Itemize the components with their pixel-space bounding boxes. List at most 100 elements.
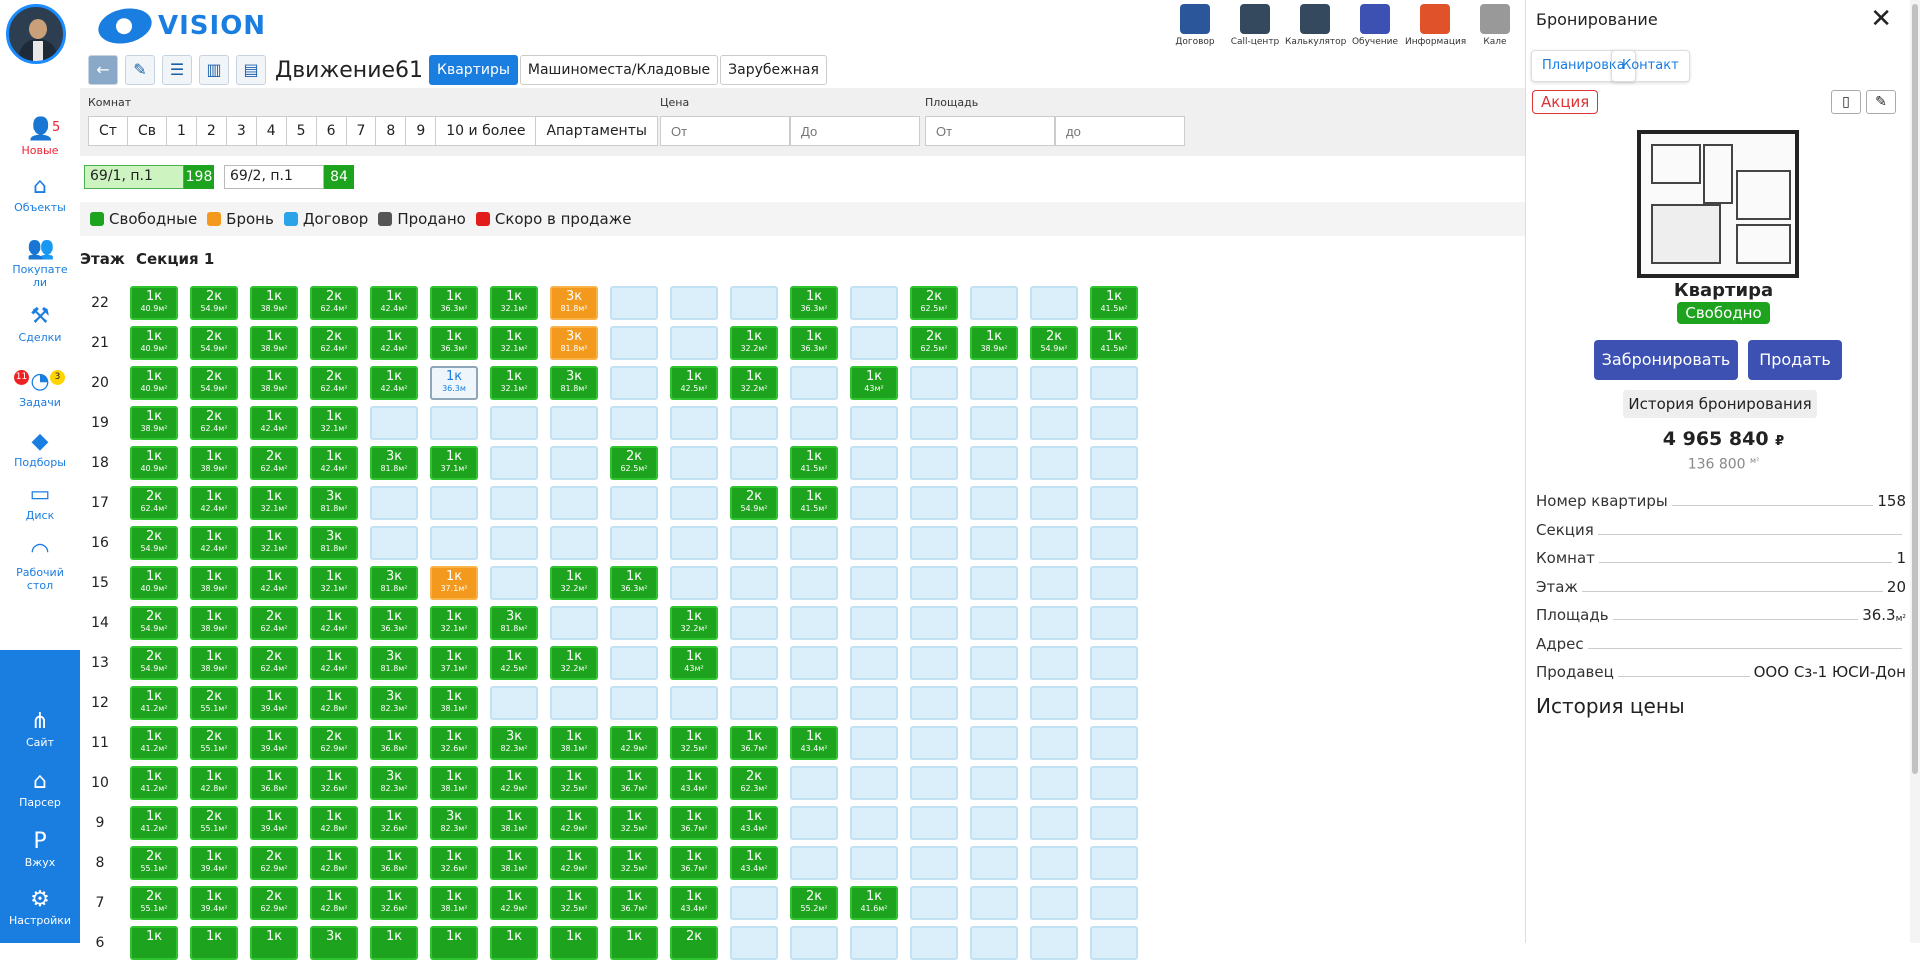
apartment-cell[interactable]: 1к 38.9м² <box>190 566 238 600</box>
apartment-cell[interactable]: 2к 62.4м² <box>250 646 298 680</box>
apartment-cell[interactable]: 1к 32.1м² <box>490 366 538 400</box>
apartment-cell[interactable]: 1к 42.4м² <box>370 326 418 360</box>
apartment-cell[interactable]: 1к 32.2м² <box>730 326 778 360</box>
apartment-cell[interactable]: 2к 62.3м² <box>730 766 778 800</box>
apartment-cell[interactable]: 1к 32.6м² <box>310 766 358 800</box>
rooms-option[interactable]: Св <box>126 116 167 146</box>
rooms-option[interactable]: Ст <box>88 116 128 146</box>
apartment-cell[interactable]: 1к <box>430 926 478 960</box>
apartment-cell[interactable]: 3к 82.3м² <box>430 806 478 840</box>
apartment-cell[interactable]: 1к 38.9м² <box>250 366 298 400</box>
apartment-cell[interactable]: 3к 82.3м² <box>370 766 418 800</box>
apartment-cell[interactable]: 2к 55.1м² <box>190 686 238 720</box>
document-button[interactable]: ▤ <box>236 55 266 85</box>
apartment-cell[interactable]: 1к 41.5м² <box>1090 286 1138 320</box>
apartment-cell[interactable]: 2к <box>670 926 718 960</box>
apartment-cell[interactable]: 2к 62.4м² <box>310 286 358 320</box>
apartment-cell[interactable]: 1к 38.9м² <box>190 646 238 680</box>
apartment-cell[interactable]: 3к <box>310 926 358 960</box>
rooms-option[interactable]: 8 <box>375 116 407 146</box>
apartment-cell[interactable]: 1к 36.7м² <box>610 766 658 800</box>
apartment-cell[interactable]: 1к 41.5м² <box>1090 326 1138 360</box>
apartment-cell[interactable]: 1к 42.4м² <box>250 406 298 440</box>
booking-history-button[interactable]: История бронирования <box>1623 390 1817 418</box>
apartment-cell[interactable]: 1к 32.1м² <box>250 526 298 560</box>
apartment-cell[interactable]: 1к 41.2м² <box>130 766 178 800</box>
close-icon[interactable]: ✕ <box>1870 4 1892 34</box>
area-from-input[interactable] <box>925 116 1055 146</box>
apartment-cell[interactable]: 1к 37.1м² <box>430 446 478 480</box>
apartment-cell[interactable]: 1к 32.5м² <box>670 726 718 760</box>
legend-item[interactable]: Скоро в продаже <box>475 210 631 228</box>
apartment-cell[interactable]: 1к 36.3м <box>430 366 478 400</box>
apartment-cell[interactable]: 1к 43.4м² <box>670 766 718 800</box>
apartment-cell[interactable]: 1к 38.9м² <box>190 606 238 640</box>
apartment-cell[interactable]: 1к 43.4м² <box>790 726 838 760</box>
tool-word[interactable]: Договор <box>1165 2 1225 47</box>
apartment-cell[interactable]: 1к <box>250 926 298 960</box>
apartment-cell[interactable]: 1к 43м² <box>850 366 898 400</box>
apartment-cell[interactable]: 2к 62.5м² <box>610 446 658 480</box>
apartment-cell[interactable]: 2к 62.5м² <box>910 286 958 320</box>
book-button[interactable]: Забронировать <box>1594 340 1738 380</box>
map-button[interactable]: ▥ <box>199 55 229 85</box>
legend-item[interactable]: Договор <box>283 210 368 228</box>
apartment-cell[interactable]: 1к 32.1м² <box>490 286 538 320</box>
apartment-cell[interactable]: 2к 54.9м² <box>130 526 178 560</box>
apartment-cell[interactable]: 1к <box>610 926 658 960</box>
apartment-cell[interactable]: 1к 39.4м² <box>250 726 298 760</box>
apartment-cell[interactable]: 1к 36.7м² <box>670 846 718 880</box>
apartment-cell[interactable]: 3к 81.8м² <box>370 646 418 680</box>
apartment-cell[interactable]: 1к 42.8м² <box>310 846 358 880</box>
apartment-cell[interactable]: 1к 38.9м² <box>190 446 238 480</box>
price-from-input[interactable] <box>660 116 790 146</box>
apartment-cell[interactable]: 3к 81.8м² <box>310 486 358 520</box>
apartment-cell[interactable]: 1к 43.4м² <box>670 886 718 920</box>
apartment-cell[interactable]: 1к <box>370 926 418 960</box>
back-button[interactable]: ← <box>88 55 118 85</box>
tab-apartments[interactable]: Квартиры <box>429 55 518 85</box>
apartment-cell[interactable]: 1к 32.1м² <box>310 566 358 600</box>
tab-contact[interactable]: Контакт <box>1611 50 1690 82</box>
apartment-cell[interactable]: 1к 32.5м² <box>550 766 598 800</box>
vision-logo[interactable]: VISION <box>95 3 266 49</box>
apartment-cell[interactable]: 1к 32.1м² <box>430 606 478 640</box>
apartment-cell[interactable]: 1к <box>550 926 598 960</box>
apartment-cell[interactable]: 2к 62.4м² <box>310 326 358 360</box>
tab-layout[interactable]: Планировка <box>1531 50 1636 82</box>
apartment-cell[interactable]: 1к 38.1м² <box>550 726 598 760</box>
apartment-cell[interactable]: 1к 40.9м² <box>130 326 178 360</box>
sidebar-item-disk[interactable]: ▭ Диск <box>0 483 80 523</box>
apartment-cell[interactable]: 1к 32.1м² <box>310 406 358 440</box>
apartment-cell[interactable]: 1к 32.5м² <box>610 846 658 880</box>
apartment-cell[interactable]: 1к 42.4м² <box>250 566 298 600</box>
apartment-cell[interactable]: 1к 32.1м² <box>490 326 538 360</box>
apartment-cell[interactable]: 3к 81.8м² <box>550 366 598 400</box>
sidebar-item-buyers[interactable]: 👥 Покупате ли <box>0 237 80 290</box>
apartment-cell[interactable]: 1к 38.1м² <box>490 846 538 880</box>
apartment-cell[interactable]: 1к 42.4м² <box>190 486 238 520</box>
apartment-cell[interactable]: 1к 36.3м² <box>790 286 838 320</box>
apartment-cell[interactable]: 2к 54.9м² <box>130 606 178 640</box>
rooms-option[interactable]: 9 <box>405 116 437 146</box>
sidebar-item-objects[interactable]: ⌂ Объекты <box>0 175 80 215</box>
apartment-cell[interactable]: 2к 62.9м² <box>250 846 298 880</box>
apartment-cell[interactable]: 3к 81.8м² <box>550 326 598 360</box>
apartment-cell[interactable]: 1к 36.3м² <box>790 326 838 360</box>
apartment-cell[interactable]: 1к 32.5м² <box>550 886 598 920</box>
pencil-icon[interactable]: ✎ <box>1866 90 1896 114</box>
rooms-option[interactable]: 3 <box>225 116 257 146</box>
apartment-cell[interactable]: 2к 62.9м² <box>310 726 358 760</box>
legend-item[interactable]: Свободные <box>90 210 197 228</box>
apartment-cell[interactable]: 1к 42.9м² <box>610 726 658 760</box>
tool-calculator[interactable]: Калькулятор <box>1285 2 1346 47</box>
apartment-cell[interactable]: 2к 62.4м² <box>250 606 298 640</box>
apartment-cell[interactable]: 2к 55.1м² <box>130 886 178 920</box>
apartment-cell[interactable]: 1к 38.9м² <box>130 406 178 440</box>
apartment-cell[interactable]: 1к 41.6м² <box>850 886 898 920</box>
apartment-cell[interactable]: 1к 42.9м² <box>550 806 598 840</box>
apartment-cell[interactable]: 1к 32.2м² <box>550 646 598 680</box>
apartment-cell[interactable]: 1к 40.9м² <box>130 286 178 320</box>
promo-badge[interactable]: Акция <box>1532 90 1599 114</box>
apartment-cell[interactable]: 1к 39.4м² <box>250 806 298 840</box>
